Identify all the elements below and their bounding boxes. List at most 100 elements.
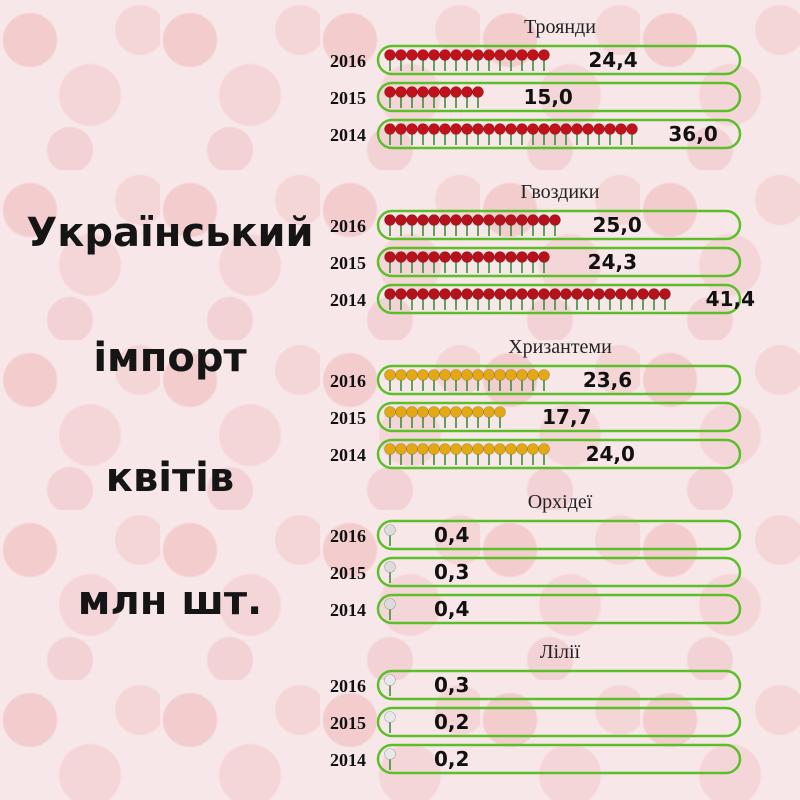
chrysanthemum-icon (417, 369, 429, 381)
carnation-icon (538, 288, 550, 300)
bar-outline (376, 706, 742, 738)
title-line-3: квітів (105, 455, 235, 501)
rose-icon (439, 123, 451, 135)
carnation-icon (439, 214, 451, 226)
carnation-icon (516, 251, 528, 263)
bar (384, 288, 671, 310)
lily-icon (384, 748, 396, 760)
rose-icon (538, 123, 550, 135)
rose-icon (527, 49, 539, 61)
carnation-icon (527, 288, 539, 300)
rose-icon (582, 123, 594, 135)
chrysanthemum-icon (406, 443, 418, 455)
group-4: Лілії 2016 0,3 2015 0,2 2014 0,2 (330, 641, 742, 775)
chrysanthemum-icon (472, 443, 484, 455)
bar-row: 2016 0,4 (330, 519, 742, 551)
carnation-icon (582, 288, 594, 300)
bar-outline (376, 364, 742, 396)
rose-icon (527, 123, 539, 135)
carnation-icon (472, 214, 484, 226)
carnation-icon (384, 251, 396, 263)
carnation-icon (494, 251, 506, 263)
bar-outline (376, 44, 742, 76)
rose-icon (428, 86, 440, 98)
carnation-icon (428, 288, 440, 300)
value-label: 0,4 (434, 523, 469, 547)
bar-outline (376, 209, 742, 241)
carnation-icon (406, 251, 418, 263)
rose-icon (560, 123, 572, 135)
bar (384, 598, 396, 620)
year-label: 2014 (330, 445, 366, 465)
carnation-icon (417, 251, 429, 263)
chrysanthemum-icon (384, 369, 396, 381)
rose-icon (406, 49, 418, 61)
chrysanthemum-icon (417, 443, 429, 455)
chrysanthemum-icon (406, 369, 418, 381)
carnation-icon (450, 251, 462, 263)
group-0: Троянди 2016 24,4 2015 15,0 2014 36,0 (330, 16, 742, 150)
chrysanthemum-icon (439, 406, 451, 418)
carnation-icon (450, 288, 462, 300)
carnation-icon (571, 288, 583, 300)
group-title: Орхідеї (528, 491, 593, 513)
bar (384, 406, 506, 428)
chrysanthemum-icon (450, 369, 462, 381)
carnation-icon (593, 288, 605, 300)
bar (384, 524, 396, 546)
value-label: 24,4 (588, 48, 637, 72)
carnation-icon (560, 288, 572, 300)
rose-icon (483, 49, 495, 61)
orchid-icon (384, 598, 396, 610)
bar-outline (376, 401, 742, 433)
carnation-icon (450, 214, 462, 226)
chrysanthemum-icon (505, 443, 517, 455)
bar-outline (376, 743, 742, 775)
rose-icon (516, 123, 528, 135)
rose-icon (395, 49, 407, 61)
bar-row: 2015 17,7 (330, 401, 742, 433)
carnation-icon (472, 251, 484, 263)
orchid-icon (384, 524, 396, 536)
rose-icon (395, 86, 407, 98)
rose-icon (472, 123, 484, 135)
chrysanthemum-icon (417, 406, 429, 418)
carnation-icon (439, 251, 451, 263)
bar-outline (376, 519, 742, 551)
carnation-icon (417, 288, 429, 300)
carnation-icon (428, 214, 440, 226)
bar-row: 2015 0,3 (330, 556, 742, 588)
chrysanthemum-icon (461, 369, 473, 381)
rose-icon (439, 86, 451, 98)
title-line-4: млн шт. (77, 578, 263, 624)
year-label: 2015 (330, 408, 366, 428)
bar-row: 2016 0,3 (330, 669, 742, 701)
rose-icon (571, 123, 583, 135)
value-label: 24,3 (588, 250, 637, 274)
group-1: Гвоздики 2016 25,0 2015 24,3 2014 41,4 (330, 181, 755, 315)
carnation-icon (483, 214, 495, 226)
year-label: 2016 (330, 51, 366, 71)
bar-outline (376, 246, 742, 278)
carnation-icon (483, 288, 495, 300)
rose-icon (384, 123, 396, 135)
year-label: 2014 (330, 290, 366, 310)
chrysanthemum-icon (428, 406, 440, 418)
lily-icon (384, 711, 396, 723)
bar (384, 49, 550, 71)
rose-icon (472, 49, 484, 61)
orchid-icon (384, 561, 396, 573)
chrysanthemum-icon (494, 369, 506, 381)
chrysanthemum-icon (538, 369, 550, 381)
carnation-icon (406, 288, 418, 300)
carnation-icon (505, 251, 517, 263)
carnation-icon (648, 288, 660, 300)
bar-outline (376, 556, 742, 588)
chrysanthemum-icon (494, 406, 506, 418)
year-label: 2014 (330, 750, 366, 770)
carnation-icon (439, 288, 451, 300)
chrysanthemum-icon (450, 443, 462, 455)
chrysanthemum-icon (527, 369, 539, 381)
bar-row: 2014 0,4 (330, 593, 742, 625)
chrysanthemum-icon (439, 443, 451, 455)
